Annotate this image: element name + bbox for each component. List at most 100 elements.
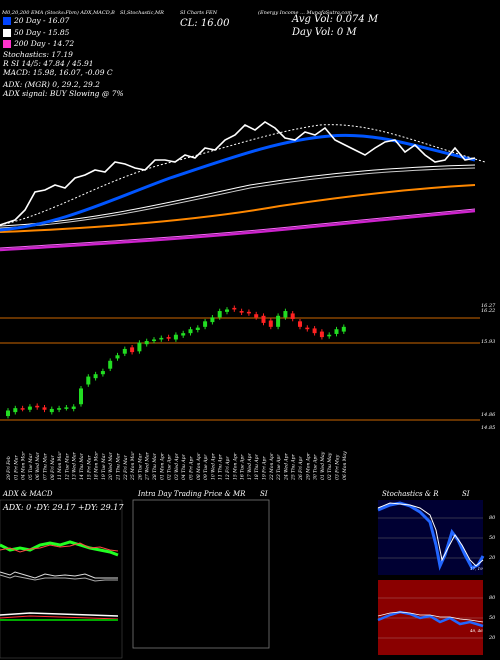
legend-rsi: R SI 14/5: 47.84 / 45.91 [3,59,94,68]
macd-signal [0,615,119,620]
intraday-si: SI [260,490,268,498]
candle-body [115,355,120,359]
rsi-val: 48, 46 [470,628,483,633]
date-tick-label: 19 Fri Apr [262,456,268,480]
stoch-axis-80: 80 [489,515,496,521]
date-tick-label: 15 Mon Apr [232,452,238,480]
date-tick-label: 04 Thu Apr [181,453,187,480]
candle-body [203,321,208,327]
candle-body [42,407,47,410]
stoch-axis-20: 20 [489,555,496,561]
date-tick-label: 03 Wed Apr [174,452,180,480]
date-tick-label: 20 Wed Mar [108,451,114,481]
candle-body [334,329,339,334]
candle-body [159,337,164,340]
price-axis-bot2: 14.85 [481,425,496,431]
stoch-si: SI [462,490,470,498]
candlestick-series [6,305,346,419]
date-tick-label: 24 Wed Apr [283,452,289,481]
legend-ema200-label: 200 Day - 14.72 [14,39,75,48]
rsi-axis-50: 50 [489,615,496,621]
candle-body [64,407,69,409]
legend-ema50 [3,29,11,37]
legend-adx-signal: ADX signal: BUY Slowing @ 7% [3,89,124,98]
date-axis: 29 Fri Feb 01 Fri Mar 04 Mon Mar 05 Tue Mar… [6,451,348,481]
date-tick-label: 06 Mon May [342,451,348,480]
date-tick-label: 13 Wed Mar [72,451,78,480]
candle-body [100,371,105,375]
date-tick-label: 12 Fri Apr [225,456,231,480]
stoch-d-line [377,502,484,567]
date-tick-label: 26 Fri Apr [298,456,304,481]
legend-macd: MACD: 15.98, 16.07, -0.09 C [3,68,113,77]
candle-body [283,311,288,318]
date-tick-label: 29 Mon Apr [305,452,311,481]
close-price: CL: 16.00 [180,18,230,29]
candle-body [57,408,62,410]
candle-body [166,337,171,339]
date-tick-label: 29 Fri Feb [6,456,12,481]
adx-red-line [0,542,119,553]
header-right: SI Charts FEN [180,10,218,16]
legend-ema50-label: 50 Day - 15.85 [14,28,70,37]
candle-body [108,360,113,369]
candle-body [225,309,229,312]
intraday-panel [132,499,270,649]
candle-body [93,374,98,379]
adx-green-line [0,540,119,557]
legend-ema20-label: 20 Day - 16.07 [14,16,70,25]
date-tick-label: 23 Tue Apr [276,454,282,481]
candle-body [35,405,40,408]
candle-body [6,410,10,417]
rsi-axis-80: 80 [489,595,496,601]
price-axis-mid: 15.93 [481,339,496,345]
candle-body [49,408,54,413]
candle-body [27,406,32,410]
candle-body [152,339,156,342]
stoch-val: 17, 19 [470,566,483,571]
legend-adx: ADX: (MGR) 0, 29.2, 29.2 [3,80,100,89]
date-tick-label: 22 Mon Apr [269,452,275,481]
stoch-axis-50: 50 [489,535,496,541]
date-tick-label: 11 Mon Mar [57,451,63,480]
date-tick-label: 07 Thu Mar [43,452,49,480]
candle-body [232,307,237,310]
date-tick-label: 08 Fri Mar [50,454,56,480]
date-tick-label: 26 Tue Mar [137,453,143,481]
candle-body [290,313,295,319]
date-tick-label: 01 Mon Apr [159,452,165,480]
adx-panel-title: ADX & MACD [3,490,53,498]
macd-white-2 [0,574,118,582]
date-tick-label: 01 Fri Mar [13,454,19,480]
date-tick-label: 12 Tue Mar [64,453,70,480]
candle-body [341,326,346,332]
candle-body [188,329,193,334]
date-tick-label: 05 Tue Mar [28,453,34,480]
ema-white-1 [0,167,476,229]
candle-body [195,327,200,330]
date-tick-label: 15 Fri Mar [86,454,92,480]
candle-body [20,408,25,410]
date-tick-label: 08 Mon Apr [196,452,202,480]
ema200-line [0,209,476,252]
candle-body [298,321,302,327]
candle-body [122,348,127,354]
macd-line [0,612,119,617]
avg-volume: Avg Vol: 0.074 M [292,14,379,25]
header-mid: SI,Stochastic,MR [120,10,164,16]
legend-stoch: Stochastics: 17.19 [3,50,73,59]
date-tick-label: 27 Wed Mar [145,451,151,481]
date-tick-label: 30 Tue Apr [313,454,319,480]
date-tick-label: 28 Thu Mar [152,452,158,481]
legend-ema200 [3,40,11,48]
intraday-panel-title: Intra Day Trading Price & MR [138,490,246,498]
date-tick-label: 05 Fri Apr [189,456,195,480]
date-tick-label: 19 Tue Mar [101,453,107,480]
stoch-panel-title: Stochastics & R [382,490,439,498]
ema50-dotted [0,124,486,226]
date-tick-label: 21 Thu Mar [116,452,122,481]
date-tick-label: 22 Fri Mar [123,454,129,481]
ema50-orange [0,184,476,233]
candle-body [86,376,91,385]
